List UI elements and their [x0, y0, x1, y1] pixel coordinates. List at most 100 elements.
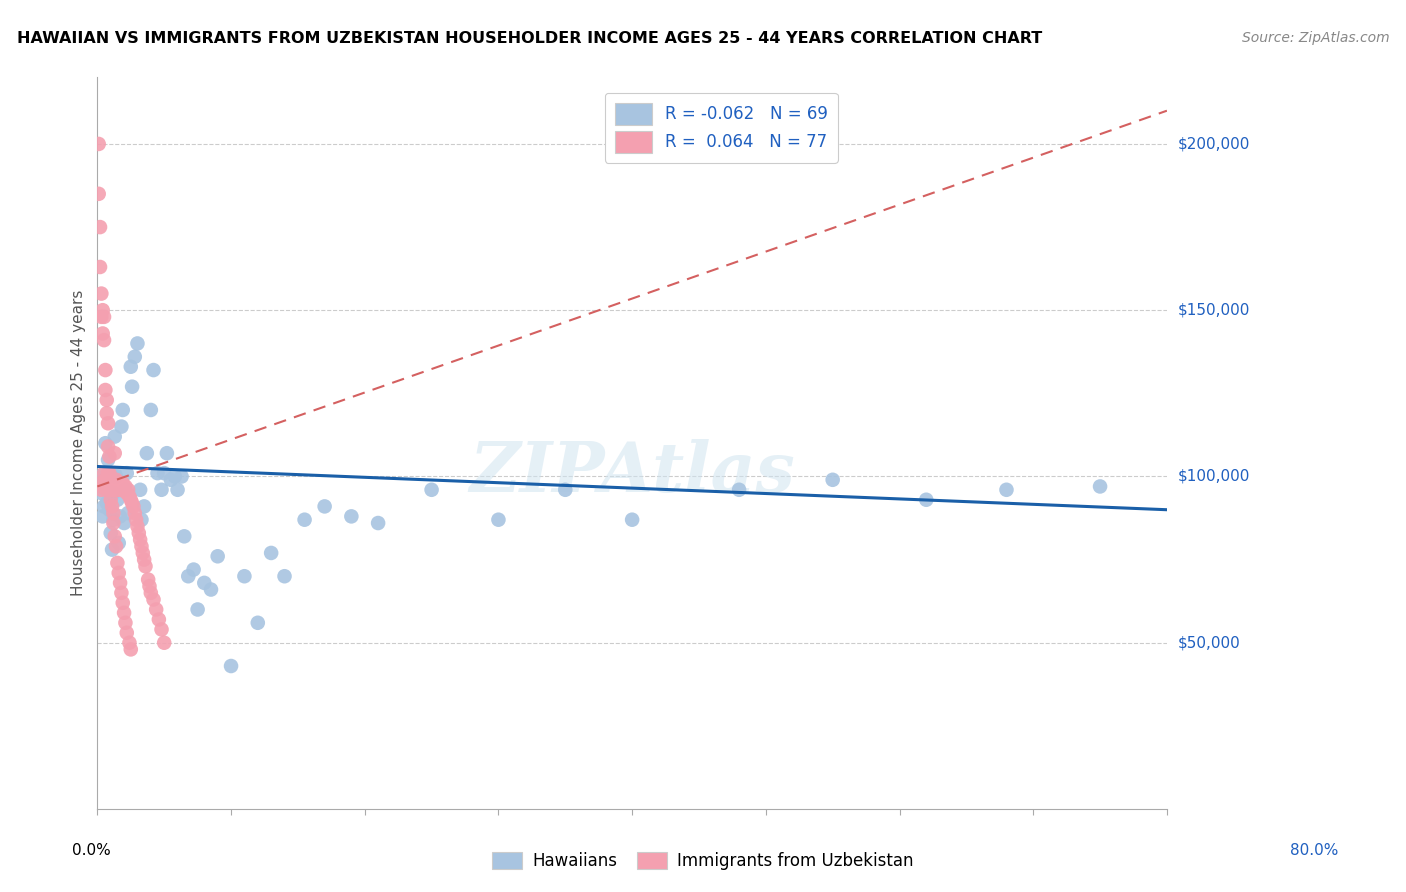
Point: [134, 500, 156, 514]
Point: [138, 579, 160, 593]
Text: HAWAIIAN VS IMMIGRANTS FROM UZBEKISTAN HOUSEHOLDER INCOME AGES 25 - 44 YEARS COR: HAWAIIAN VS IMMIGRANTS FROM UZBEKISTAN H…: [17, 31, 1042, 46]
Y-axis label: Householder Income Ages 25 - 44 years: Householder Income Ages 25 - 44 years: [72, 290, 86, 597]
Point: [107, 556, 129, 570]
Point: [124, 506, 146, 520]
Point: [115, 625, 138, 640]
Point: [104, 483, 127, 497]
Point: [97, 440, 120, 454]
Point: [146, 466, 169, 480]
Point: [107, 566, 129, 580]
Point: [153, 466, 176, 480]
Point: [273, 569, 295, 583]
Point: [108, 483, 131, 497]
Point: [97, 453, 120, 467]
Point: [100, 526, 122, 541]
Point: [148, 612, 170, 626]
Point: [103, 516, 125, 530]
Point: [118, 490, 141, 504]
Point: [173, 529, 195, 543]
Point: [821, 473, 844, 487]
Point: [621, 513, 644, 527]
Point: [96, 406, 118, 420]
Point: [121, 496, 143, 510]
Point: [200, 582, 222, 597]
Point: [132, 546, 155, 560]
Point: [728, 483, 751, 497]
Point: [100, 492, 122, 507]
Point: [150, 623, 173, 637]
Point: [91, 326, 114, 341]
Text: $200,000: $200,000: [1178, 136, 1250, 152]
Point: [94, 363, 117, 377]
Point: [995, 483, 1018, 497]
Point: [107, 476, 129, 491]
Point: [98, 466, 121, 480]
Point: [97, 469, 120, 483]
Point: [112, 606, 135, 620]
Point: [367, 516, 389, 530]
Point: [340, 509, 363, 524]
Point: [128, 526, 150, 541]
Point: [135, 446, 157, 460]
Point: [105, 469, 128, 483]
Point: [104, 529, 127, 543]
Text: ZIPAtlas: ZIPAtlas: [470, 439, 794, 507]
Point: [177, 569, 200, 583]
Point: [183, 563, 205, 577]
Point: [207, 549, 229, 564]
Point: [104, 429, 127, 443]
Point: [915, 492, 938, 507]
Point: [125, 513, 148, 527]
Point: [136, 573, 159, 587]
Point: [91, 303, 114, 318]
Point: [246, 615, 269, 630]
Point: [127, 519, 149, 533]
Point: [108, 575, 131, 590]
Point: [112, 483, 135, 497]
Point: [163, 469, 186, 483]
Point: [110, 483, 132, 497]
Point: [187, 602, 209, 616]
Point: [87, 136, 110, 151]
Point: [108, 509, 131, 524]
Point: [233, 569, 256, 583]
Point: [93, 466, 115, 480]
Text: 80.0%: 80.0%: [1291, 843, 1339, 858]
Point: [112, 516, 135, 530]
Point: [104, 466, 127, 480]
Point: [105, 473, 128, 487]
Point: [145, 602, 167, 616]
Point: [314, 500, 336, 514]
Point: [87, 186, 110, 201]
Point: [105, 539, 128, 553]
Point: [160, 473, 183, 487]
Point: [554, 483, 576, 497]
Point: [91, 479, 114, 493]
Point: [90, 286, 112, 301]
Point: [118, 636, 141, 650]
Point: [166, 483, 188, 497]
Point: [129, 533, 152, 547]
Point: [142, 592, 165, 607]
Point: [90, 486, 112, 500]
Point: [96, 496, 118, 510]
Point: [120, 642, 142, 657]
Point: [94, 473, 117, 487]
Point: [97, 466, 120, 480]
Point: [89, 260, 111, 274]
Point: [94, 383, 117, 397]
Point: [96, 483, 118, 497]
Point: [139, 586, 162, 600]
Point: [101, 542, 124, 557]
Point: [120, 359, 142, 374]
Point: [117, 506, 139, 520]
Point: [111, 596, 134, 610]
Point: [153, 636, 176, 650]
Point: [121, 380, 143, 394]
Point: [93, 333, 115, 347]
Point: [101, 500, 124, 514]
Point: [90, 483, 112, 497]
Text: Source: ZipAtlas.com: Source: ZipAtlas.com: [1241, 31, 1389, 45]
Point: [111, 476, 134, 491]
Point: [1088, 479, 1111, 493]
